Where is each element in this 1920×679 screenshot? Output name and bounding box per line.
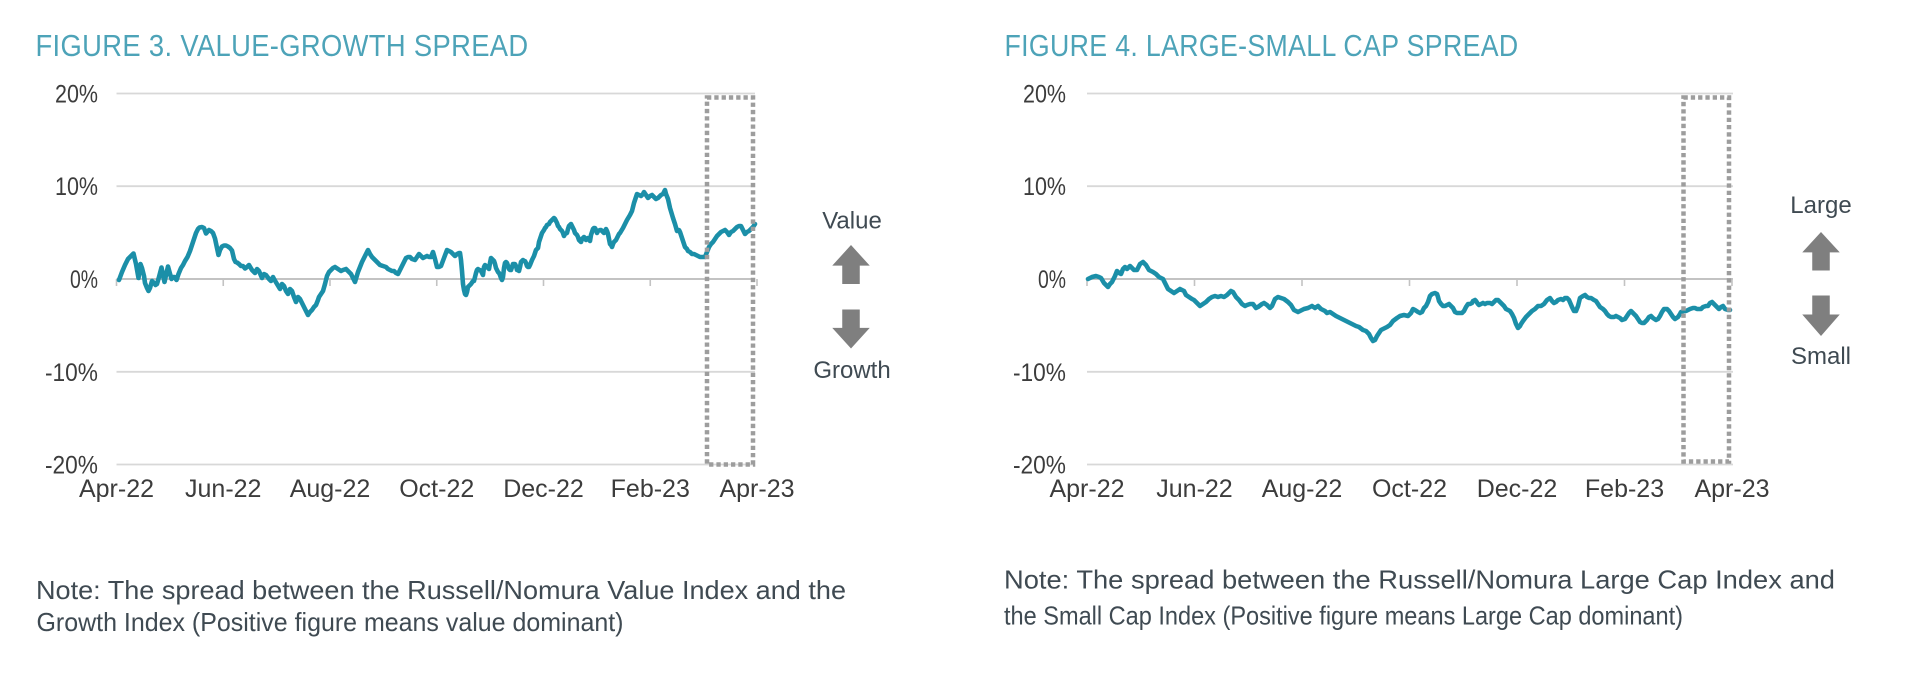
svg-text:Oct-22: Oct-22 — [1372, 475, 1447, 503]
svg-text:0%: 0% — [70, 266, 98, 294]
svg-text:Aug-22: Aug-22 — [1262, 475, 1343, 503]
svg-text:Feb-23: Feb-23 — [1585, 475, 1664, 503]
svg-text:Jun-22: Jun-22 — [185, 475, 261, 503]
svg-text:Apr-22: Apr-22 — [79, 475, 154, 503]
svg-text:Aug-22: Aug-22 — [290, 475, 371, 503]
svg-text:Apr-22: Apr-22 — [1049, 475, 1124, 503]
svg-text:Growth Index (Positive figure: Growth Index (Positive figure means valu… — [37, 607, 624, 637]
svg-text:the Small Cap Index (Positive: the Small Cap Index (Positive figure mea… — [1004, 601, 1683, 631]
svg-text:Apr-23: Apr-23 — [719, 475, 794, 503]
svg-text:Note: The spread between the R: Note: The spread between the Russell/Nom… — [36, 575, 846, 605]
svg-text:Note: The spread between the R: Note: The spread between the Russell/Nom… — [1004, 565, 1835, 595]
svg-text:FIGURE 3. VALUE-GROWTH SPREAD: FIGURE 3. VALUE-GROWTH SPREAD — [36, 28, 529, 63]
svg-text:10%: 10% — [55, 173, 98, 201]
svg-text:0%: 0% — [1038, 266, 1066, 294]
svg-text:Growth: Growth — [813, 357, 890, 384]
svg-text:-20%: -20% — [1013, 452, 1066, 480]
svg-text:Dec-22: Dec-22 — [503, 475, 584, 503]
svg-text:-10%: -10% — [1013, 359, 1066, 387]
svg-text:20%: 20% — [1023, 81, 1066, 109]
svg-text:Apr-23: Apr-23 — [1694, 475, 1769, 503]
svg-text:Large: Large — [1790, 192, 1851, 219]
svg-text:FIGURE 4. LARGE-SMALL CAP SPRE: FIGURE 4. LARGE-SMALL CAP SPREAD — [1005, 28, 1519, 63]
svg-text:20%: 20% — [55, 81, 98, 109]
svg-text:-20%: -20% — [45, 452, 98, 480]
svg-text:Feb-23: Feb-23 — [611, 475, 690, 503]
svg-text:-10%: -10% — [45, 359, 98, 387]
svg-text:Dec-22: Dec-22 — [1477, 475, 1558, 503]
svg-text:Oct-22: Oct-22 — [399, 475, 474, 503]
svg-text:Small: Small — [1791, 343, 1851, 370]
svg-text:Jun-22: Jun-22 — [1156, 475, 1232, 503]
svg-text:Value: Value — [822, 208, 882, 235]
svg-text:10%: 10% — [1023, 173, 1066, 201]
